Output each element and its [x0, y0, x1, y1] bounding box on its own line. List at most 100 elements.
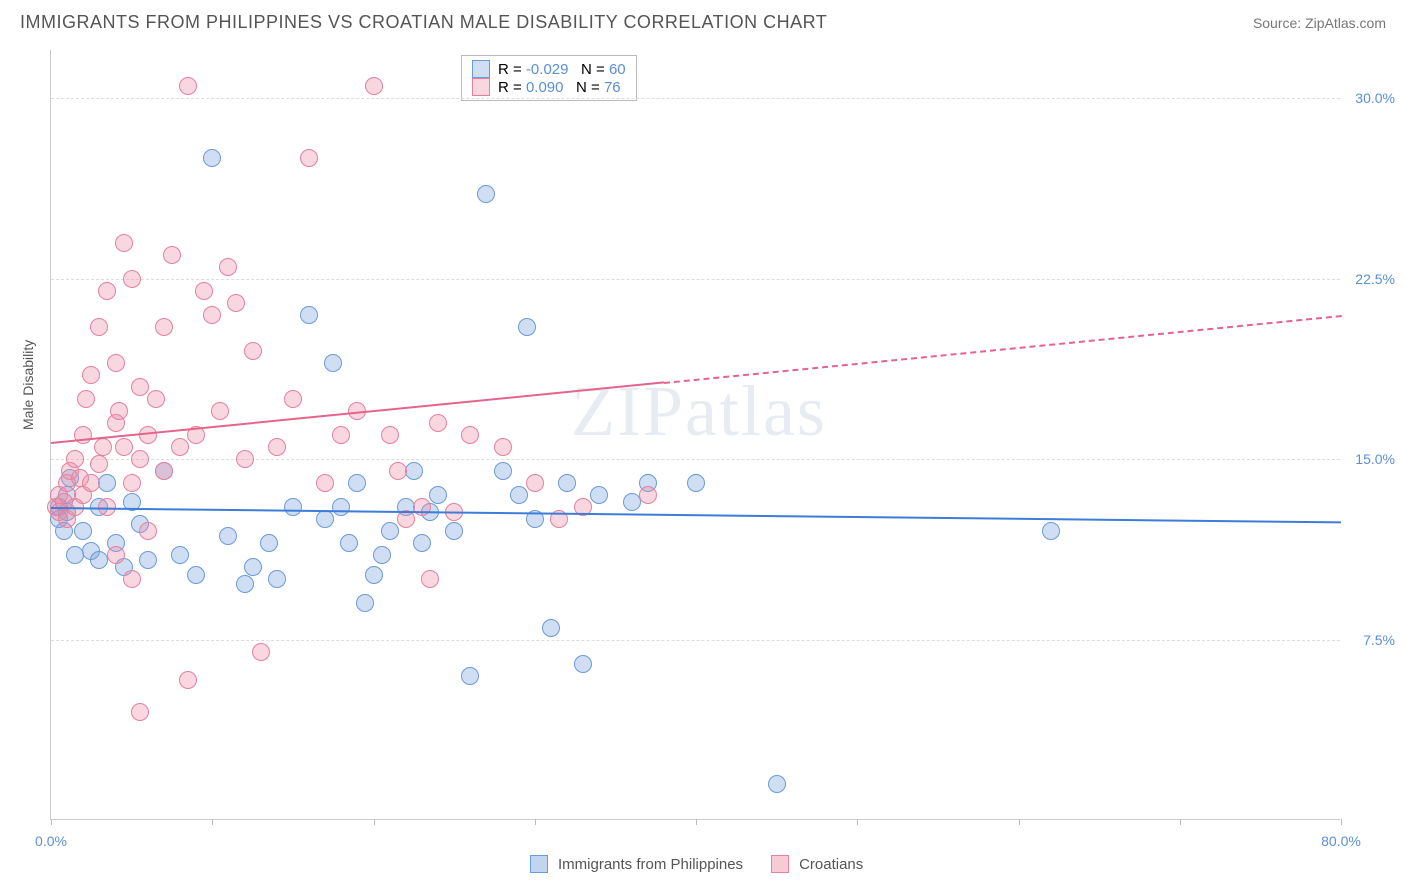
- scatter-point: [139, 551, 157, 569]
- scatter-point: [268, 438, 286, 456]
- scatter-point: [139, 522, 157, 540]
- y-axis-label: Male Disability: [20, 340, 36, 430]
- scatter-point: [542, 619, 560, 637]
- x-tick: [1341, 819, 1342, 825]
- scatter-point: [558, 474, 576, 492]
- scatter-point: [115, 438, 133, 456]
- scatter-point: [131, 450, 149, 468]
- scatter-point: [389, 462, 407, 480]
- legend-row: R = 0.090 N = 76: [472, 78, 626, 96]
- scatter-point: [590, 486, 608, 504]
- x-tick: [212, 819, 213, 825]
- legend-swatch: [530, 855, 548, 873]
- scatter-point: [155, 318, 173, 336]
- scatter-point: [340, 534, 358, 552]
- scatter-point: [195, 282, 213, 300]
- source-label: Source: ZipAtlas.com: [1253, 15, 1386, 31]
- gridline: [51, 640, 1340, 641]
- scatter-point: [171, 438, 189, 456]
- scatter-point: [74, 522, 92, 540]
- chart-title: IMMIGRANTS FROM PHILIPPINES VS CROATIAN …: [20, 12, 827, 33]
- legend-label: Croatians: [799, 856, 863, 873]
- scatter-point: [98, 282, 116, 300]
- trend-line: [664, 315, 1341, 384]
- x-tick: [1180, 819, 1181, 825]
- scatter-point: [373, 546, 391, 564]
- scatter-point: [768, 775, 786, 793]
- scatter-point: [300, 149, 318, 167]
- legend-stats: R = 0.090 N = 76: [498, 79, 621, 96]
- scatter-point: [123, 270, 141, 288]
- scatter-point: [316, 474, 334, 492]
- scatter-point: [445, 522, 463, 540]
- scatter-point: [236, 450, 254, 468]
- legend-stats: R = -0.029 N = 60: [498, 61, 626, 78]
- x-tick: [535, 819, 536, 825]
- scatter-point: [163, 246, 181, 264]
- scatter-point: [477, 185, 495, 203]
- legend-label: Immigrants from Philippines: [558, 856, 743, 873]
- y-tick-label: 7.5%: [1363, 632, 1395, 648]
- trend-line: [51, 507, 1341, 523]
- x-tick: [374, 819, 375, 825]
- scatter-point: [381, 426, 399, 444]
- series-legend: Immigrants from Philippines Croatians: [530, 855, 881, 873]
- legend-swatch: [771, 855, 789, 873]
- scatter-point: [461, 426, 479, 444]
- scatter-point: [110, 402, 128, 420]
- scatter-point: [494, 462, 512, 480]
- scatter-point: [211, 402, 229, 420]
- scatter-point: [131, 703, 149, 721]
- scatter-point: [82, 366, 100, 384]
- scatter-point: [284, 498, 302, 516]
- scatter-point: [429, 414, 447, 432]
- scatter-point: [316, 510, 334, 528]
- scatter-point: [429, 486, 447, 504]
- x-tick: [696, 819, 697, 825]
- scatter-point: [356, 594, 374, 612]
- scatter-point: [574, 655, 592, 673]
- scatter-point: [324, 354, 342, 372]
- scatter-point: [227, 294, 245, 312]
- scatter-point: [203, 306, 221, 324]
- scatter-point: [413, 534, 431, 552]
- scatter-point: [115, 234, 133, 252]
- scatter-point: [203, 149, 221, 167]
- scatter-point: [107, 354, 125, 372]
- scatter-point: [494, 438, 512, 456]
- legend-row: R = -0.029 N = 60: [472, 60, 626, 78]
- scatter-point: [94, 438, 112, 456]
- scatter-point: [131, 378, 149, 396]
- scatter-point: [187, 566, 205, 584]
- scatter-point: [244, 558, 262, 576]
- scatter-point: [107, 546, 125, 564]
- scatter-point: [1042, 522, 1060, 540]
- scatter-point: [90, 318, 108, 336]
- gridline: [51, 279, 1340, 280]
- gridline: [51, 98, 1340, 99]
- scatter-point: [526, 474, 544, 492]
- scatter-point: [639, 486, 657, 504]
- scatter-point: [219, 258, 237, 276]
- scatter-point: [252, 643, 270, 661]
- scatter-point: [260, 534, 278, 552]
- scatter-point: [77, 390, 95, 408]
- scatter-point: [405, 462, 423, 480]
- scatter-point: [66, 450, 84, 468]
- scatter-point: [147, 390, 165, 408]
- scatter-point: [244, 342, 262, 360]
- scatter-point: [461, 667, 479, 685]
- legend-swatch: [472, 78, 490, 96]
- y-tick-label: 15.0%: [1355, 451, 1395, 467]
- watermark: ZIPatlas: [571, 370, 827, 453]
- scatter-point: [171, 546, 189, 564]
- scatter-point: [284, 390, 302, 408]
- scatter-point: [236, 575, 254, 593]
- chart-plot-area: ZIPatlas R = -0.029 N = 60R = 0.090 N = …: [50, 50, 1340, 820]
- scatter-point: [332, 498, 350, 516]
- scatter-point: [381, 522, 399, 540]
- correlation-legend: R = -0.029 N = 60R = 0.090 N = 76: [461, 55, 637, 101]
- x-tick: [51, 819, 52, 825]
- scatter-point: [219, 527, 237, 545]
- scatter-point: [510, 486, 528, 504]
